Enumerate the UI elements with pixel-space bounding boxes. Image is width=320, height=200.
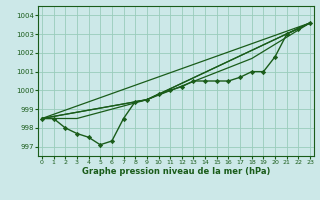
X-axis label: Graphe pression niveau de la mer (hPa): Graphe pression niveau de la mer (hPa) <box>82 167 270 176</box>
